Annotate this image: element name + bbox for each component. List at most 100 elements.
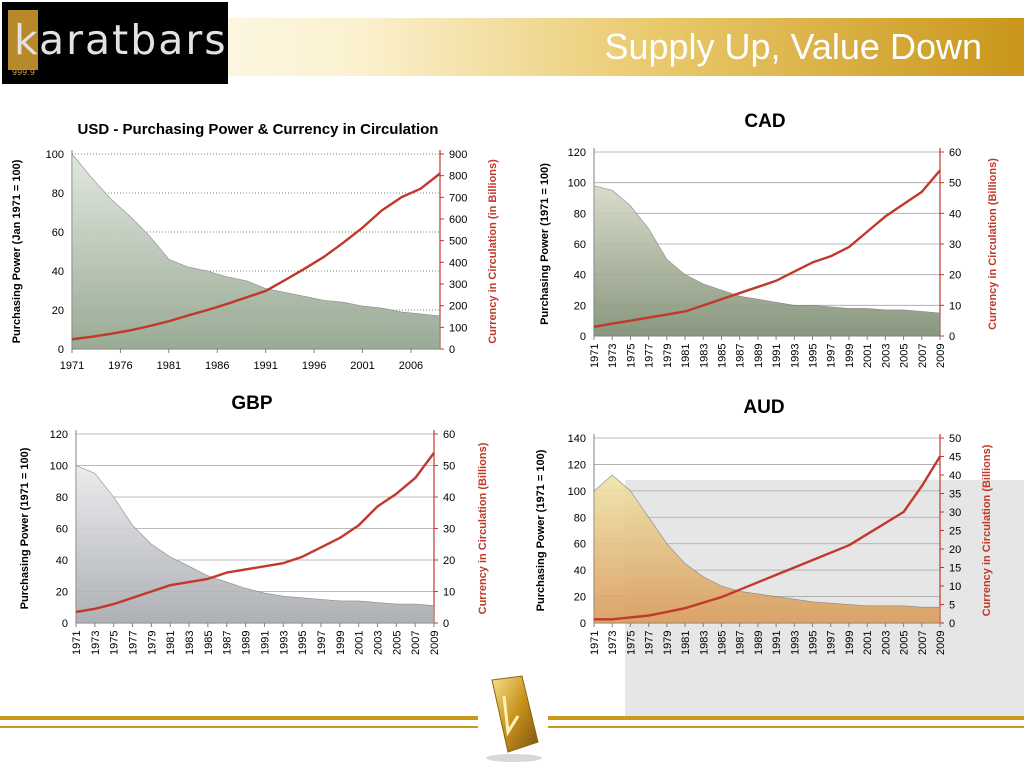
x-tick-label: 2005 xyxy=(899,631,911,655)
chart-title: GBP xyxy=(231,393,273,414)
y-tick-label: 60 xyxy=(52,227,64,239)
x-tick-label: 2007 xyxy=(917,344,929,368)
y-tick-label: 0 xyxy=(58,344,64,356)
x-tick-label: 2001 xyxy=(862,631,874,655)
x-tick-label: 2009 xyxy=(935,631,947,655)
y2-axis-title: Currency in Circulation (Billions) xyxy=(987,158,999,330)
x-tick-label: 1989 xyxy=(241,631,253,655)
x-tick-label: 1977 xyxy=(644,631,656,655)
y-tick-label: 80 xyxy=(574,208,586,220)
currency-line xyxy=(593,169,941,328)
x-tick-label: 1999 xyxy=(335,631,347,655)
y2-tick-label: 40 xyxy=(949,208,961,220)
x-tick-label: 2007 xyxy=(917,631,929,655)
x-tick-label: 2003 xyxy=(880,631,892,655)
x-tick-label: 1997 xyxy=(316,631,328,655)
y-tick-label: 60 xyxy=(56,524,68,536)
x-tick-label: 2003 xyxy=(880,344,892,368)
y-tick-label: 20 xyxy=(56,587,68,599)
background-panel-edge xyxy=(998,480,1024,668)
y2-tick-label: 25 xyxy=(949,526,961,538)
y-tick-label: 40 xyxy=(56,555,68,567)
x-tick-label: 1971 xyxy=(589,344,601,368)
x-tick-label: 1983 xyxy=(184,631,196,655)
chart-title: USD - Purchasing Power & Currency in Cir… xyxy=(78,121,439,138)
footer-band-right-thin xyxy=(548,726,1024,728)
x-tick-label: 1985 xyxy=(203,631,215,655)
x-tick-label: 1981 xyxy=(165,631,177,655)
cad-chart: CAD 0 20 40 60 80 100 120 0 10 20 30 40 50 60 1971 1973 1… xyxy=(539,111,999,368)
y2-tick-label: 30 xyxy=(949,239,961,251)
y-tick-label: 120 xyxy=(568,459,586,471)
x-tick-label: 1996 xyxy=(302,360,326,372)
y-tick-label: 60 xyxy=(574,539,586,551)
gbp-chart: GBP 0 20 40 60 80 100 120 0 10 20 30 40 50 60 1971 1973 1… xyxy=(19,393,489,655)
y2-tick-label: 45 xyxy=(949,452,961,464)
x-tick-label: 1973 xyxy=(607,344,619,368)
x-tick-label: 1975 xyxy=(109,631,121,655)
x-tick-label: 1989 xyxy=(753,344,765,368)
y2-tick-label: 30 xyxy=(443,524,455,536)
chart-title: AUD xyxy=(743,397,784,418)
y2-tick-label: 15 xyxy=(949,563,961,575)
currency-line xyxy=(594,455,942,621)
currency-line xyxy=(71,172,441,341)
y2-tick-label: 40 xyxy=(443,492,455,504)
y2-axis-title: Currency in Circulation (Billions) xyxy=(477,442,489,614)
x-tick-label: 1995 xyxy=(297,631,309,655)
y2-tick-label: 50 xyxy=(949,178,961,190)
purchasing-power-area xyxy=(593,474,941,624)
x-tick-label: 2007 xyxy=(410,631,422,655)
y2-tick-label: 500 xyxy=(449,236,467,248)
footer-band-right xyxy=(548,716,1024,720)
x-tick-label: 1987 xyxy=(222,631,234,655)
y2-tick-label: 50 xyxy=(949,433,961,445)
y2-tick-label: 600 xyxy=(449,214,467,226)
logo-text: karatbars xyxy=(14,16,228,64)
x-tick-label: 1991 xyxy=(259,631,271,655)
x-tick-label: 1976 xyxy=(108,360,132,372)
y-tick-label: 0 xyxy=(580,618,586,630)
logo-fineness: 999.9 xyxy=(12,68,35,77)
x-tick-label: 1986 xyxy=(205,360,229,372)
x-tick-label: 1981 xyxy=(680,631,692,655)
x-tick-label: 1991 xyxy=(253,360,277,372)
y-tick-label: 0 xyxy=(580,331,586,343)
x-tick-label: 2001 xyxy=(862,344,874,368)
y2-tick-label: 60 xyxy=(443,429,455,441)
y-tick-label: 80 xyxy=(52,188,64,200)
y-tick-label: 120 xyxy=(50,429,68,441)
x-tick-label: 1971 xyxy=(60,360,84,372)
y2-tick-label: 20 xyxy=(949,270,961,282)
y2-tick-label: 40 xyxy=(949,470,961,482)
x-tick-label: 2003 xyxy=(372,631,384,655)
x-tick-label: 2005 xyxy=(899,344,911,368)
x-tick-label: 1987 xyxy=(735,631,747,655)
x-tick-label: 1997 xyxy=(826,344,838,368)
footer-band-left xyxy=(0,716,478,720)
y2-tick-label: 400 xyxy=(449,257,467,269)
y2-tick-label: 50 xyxy=(443,461,455,473)
x-tick-label: 1993 xyxy=(789,344,801,368)
x-tick-label: 1973 xyxy=(90,631,102,655)
x-tick-label: 1973 xyxy=(607,631,619,655)
x-tick-label: 1975 xyxy=(625,631,637,655)
purchasing-power-area xyxy=(593,185,941,337)
x-tick-label: 1999 xyxy=(844,631,856,655)
slide-title: Supply Up, Value Down xyxy=(604,26,982,67)
y-axis-title: Purchasing Power (Jan 1971 = 100) xyxy=(11,159,23,343)
y2-tick-label: 10 xyxy=(949,581,961,593)
x-tick-label: 1979 xyxy=(662,631,674,655)
x-tick-label: 1977 xyxy=(128,631,140,655)
logo-gold-mark xyxy=(8,10,38,70)
x-tick-label: 2006 xyxy=(399,360,423,372)
y2-tick-label: 0 xyxy=(949,331,955,343)
x-tick-label: 1981 xyxy=(680,344,692,368)
x-tick-label: 2009 xyxy=(429,631,441,655)
y2-tick-label: 20 xyxy=(949,544,961,556)
y2-tick-label: 0 xyxy=(949,618,955,630)
x-tick-label: 1991 xyxy=(771,631,783,655)
x-tick-label: 1971 xyxy=(589,631,601,655)
y2-tick-label: 0 xyxy=(449,344,455,356)
x-tick-label: 1989 xyxy=(753,631,765,655)
